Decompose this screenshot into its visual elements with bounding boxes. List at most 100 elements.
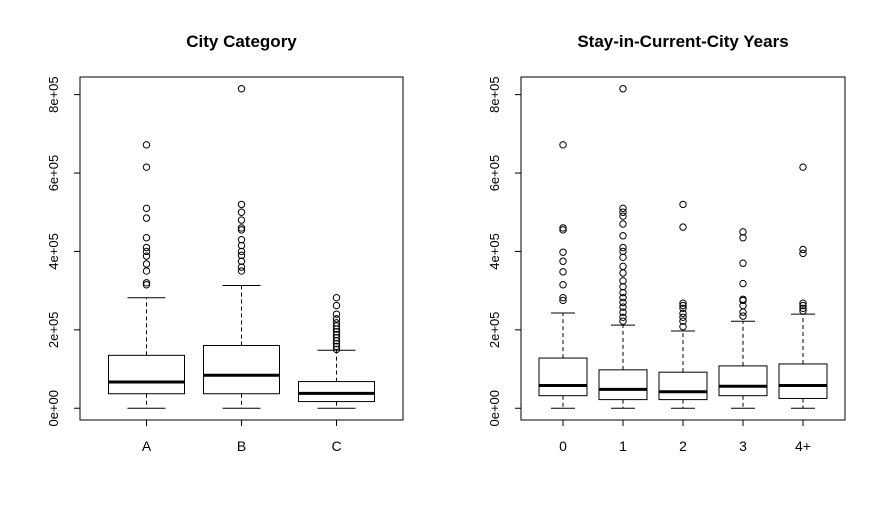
- outlier-point: [237, 235, 246, 244]
- outlier-point: [619, 232, 627, 240]
- outlier-point: [237, 226, 246, 234]
- outlier-point: [332, 328, 341, 336]
- interquartile-box: [718, 365, 768, 397]
- outlier-point: [739, 234, 747, 242]
- outlier-point: [332, 339, 341, 348]
- box-C: [298, 293, 375, 409]
- outlier-point: [332, 345, 341, 354]
- box-0: [538, 141, 588, 409]
- outlier-point: [679, 304, 687, 312]
- outlier-point: [332, 301, 341, 310]
- x-category-label: B: [237, 438, 246, 454]
- outlier-point: [142, 204, 151, 213]
- outlier-point: [142, 243, 151, 252]
- outlier-point: [237, 224, 246, 232]
- outlier-point: [799, 299, 807, 307]
- y-tick-label: 4e+05: [46, 233, 61, 270]
- outlier-point: [619, 288, 627, 297]
- outlier-point: [332, 310, 341, 318]
- outlier-point: [237, 208, 246, 216]
- outlier-point: [619, 204, 627, 213]
- outlier-point: [142, 279, 151, 287]
- x-category-label: C: [331, 438, 341, 454]
- outlier-point: [619, 243, 627, 252]
- y-tick-label: 2e+05: [487, 312, 502, 349]
- outlier-point: [619, 303, 627, 311]
- outlier-point: [332, 333, 341, 342]
- x-category-label: 1: [619, 438, 627, 454]
- box-1: [598, 85, 648, 409]
- outlier-point: [332, 342, 341, 351]
- y-tick-label: 4e+05: [487, 233, 502, 270]
- outlier-point: [142, 252, 151, 260]
- outlier-point: [739, 259, 747, 267]
- outlier-point: [679, 299, 687, 307]
- box-B: [203, 85, 280, 409]
- outlier-point: [619, 308, 627, 316]
- panel-city-category: City Category 0e+00 2e+05 4e+05 6e+05 8e+05 A…: [46, 32, 404, 454]
- outlier-point: [679, 309, 687, 318]
- outlier-point: [332, 315, 341, 323]
- chart-title: City Category: [186, 32, 297, 51]
- y-tick-label: 2e+05: [46, 312, 61, 349]
- box-2: [658, 200, 708, 409]
- outlier-point: [237, 85, 246, 93]
- outlier-point: [619, 298, 627, 307]
- outlier-point: [559, 224, 567, 232]
- interquartile-box: [598, 369, 648, 401]
- x-category-label: 3: [739, 438, 747, 454]
- outlier-point: [619, 293, 627, 302]
- outlier-point: [619, 212, 627, 220]
- outlier-point: [619, 317, 627, 325]
- outlier-point: [332, 319, 341, 327]
- outlier-point: [237, 241, 246, 250]
- outlier-point: [799, 301, 807, 310]
- outlier-point: [237, 216, 246, 224]
- outlier-point: [619, 269, 627, 277]
- outlier-point: [679, 200, 687, 209]
- outlier-point: [237, 267, 246, 275]
- panel-stay-in-current-city-years: Stay-in-Current-City Years 0e+00 2e+05 4e+…: [487, 32, 846, 454]
- outlier-point: [142, 163, 151, 171]
- outlier-point: [739, 279, 747, 288]
- outlier-point: [237, 200, 246, 209]
- outlier-point: [142, 141, 151, 149]
- y-tick-label: 6e+05: [46, 155, 61, 192]
- y-tick-label: 0e+00: [487, 390, 502, 427]
- x-category-label: A: [142, 438, 152, 454]
- outlier-point: [619, 283, 627, 291]
- outlier-point: [559, 257, 567, 265]
- outlier-point: [559, 226, 567, 234]
- outlier-point: [739, 228, 747, 236]
- outlier-point: [237, 247, 246, 256]
- outlier-point: [142, 247, 151, 256]
- outlier-point: [679, 317, 687, 325]
- outlier-point: [332, 322, 341, 330]
- outlier-point: [799, 307, 807, 315]
- outlier-point: [559, 268, 567, 276]
- y-tick-label: 0e+00: [46, 390, 61, 427]
- box-A: [108, 141, 185, 409]
- outlier-point: [237, 263, 246, 271]
- outlier-point: [619, 85, 627, 93]
- outlier-point: [142, 281, 151, 289]
- outlier-point: [142, 260, 151, 268]
- outlier-point: [332, 330, 341, 339]
- outlier-point: [237, 257, 246, 265]
- outlier-point: [619, 220, 627, 228]
- outlier-point: [142, 214, 151, 222]
- outlier-point: [619, 277, 627, 285]
- outlier-point: [799, 245, 807, 254]
- outlier-point: [739, 295, 747, 303]
- outlier-point: [619, 253, 627, 262]
- interquartile-box: [108, 354, 185, 395]
- outlier-point: [559, 293, 567, 302]
- outlier-point: [332, 293, 341, 302]
- outlier-point: [799, 249, 807, 258]
- x-category-label: 0: [559, 438, 567, 454]
- outlier-point: [559, 248, 567, 256]
- interquartile-box: [203, 345, 280, 395]
- y-tick-label: 8e+05: [46, 76, 61, 113]
- outlier-point: [619, 247, 627, 256]
